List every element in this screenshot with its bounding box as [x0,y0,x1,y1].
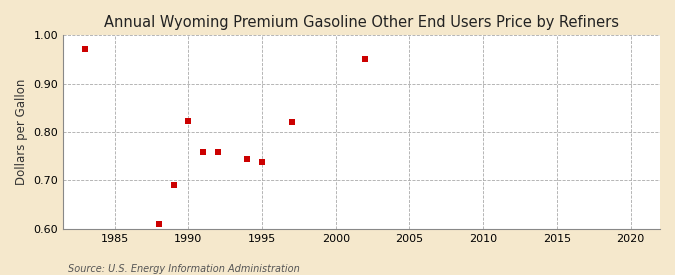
Point [360,57,371,62]
Point [213,150,223,155]
Point [256,160,267,165]
Point [198,150,209,155]
Point [153,222,164,226]
Point [286,120,297,125]
Point [183,119,194,123]
Point [242,156,252,161]
Title: Annual Wyoming Premium Gasoline Other End Users Price by Refiners: Annual Wyoming Premium Gasoline Other En… [104,15,619,30]
Y-axis label: Dollars per Gallon: Dollars per Gallon [15,79,28,185]
Text: Source: U.S. Energy Information Administration: Source: U.S. Energy Information Administ… [68,264,299,274]
Point [168,183,179,187]
Point [80,47,90,51]
